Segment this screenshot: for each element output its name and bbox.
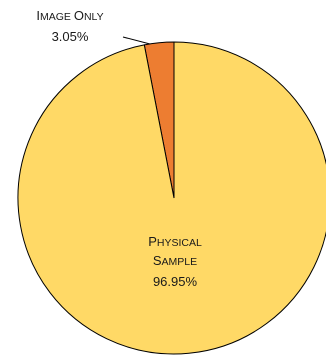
image-only-value-label: 3.05% [52, 29, 89, 44]
physical-label-line2: SAMPLE [153, 253, 197, 268]
physical-label-line1: PHYSICAL [148, 234, 202, 249]
physical-value-label: 96.95% [153, 274, 198, 289]
pie-slices [17, 41, 326, 355]
image-only-leader-line [122, 36, 151, 45]
image-only-label: IMAGE ONLY [36, 8, 103, 23]
physical-sample-slice [17, 41, 326, 355]
